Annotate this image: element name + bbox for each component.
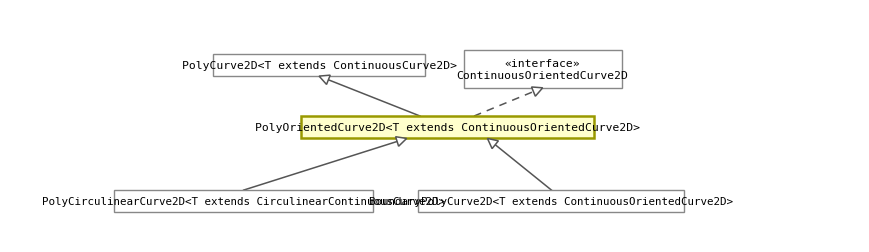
Polygon shape: [532, 88, 542, 97]
Bar: [463, 51, 622, 88]
Bar: [301, 117, 594, 139]
Text: PolyOrientedCurve2D<T extends ContinuousOrientedCurve2D>: PolyOrientedCurve2D<T extends Continuous…: [255, 123, 640, 133]
Bar: [419, 190, 685, 213]
Polygon shape: [488, 139, 499, 149]
Polygon shape: [319, 76, 330, 85]
Bar: [213, 54, 425, 77]
Polygon shape: [395, 137, 407, 147]
Text: PolyCurve2D<T extends ContinuousCurve2D>: PolyCurve2D<T extends ContinuousCurve2D>: [182, 61, 456, 71]
Bar: [114, 190, 374, 213]
Text: PolyCirculinearCurve2D<T extends CirculinearContinuousCurve2D>: PolyCirculinearCurve2D<T extends Circuli…: [43, 197, 445, 206]
Text: BoundaryPolyCurve2D<T extends ContinuousOrientedCurve2D>: BoundaryPolyCurve2D<T extends Continuous…: [369, 197, 733, 206]
Text: «interface»
ContinuousOrientedCurve2D: «interface» ContinuousOrientedCurve2D: [457, 59, 628, 80]
